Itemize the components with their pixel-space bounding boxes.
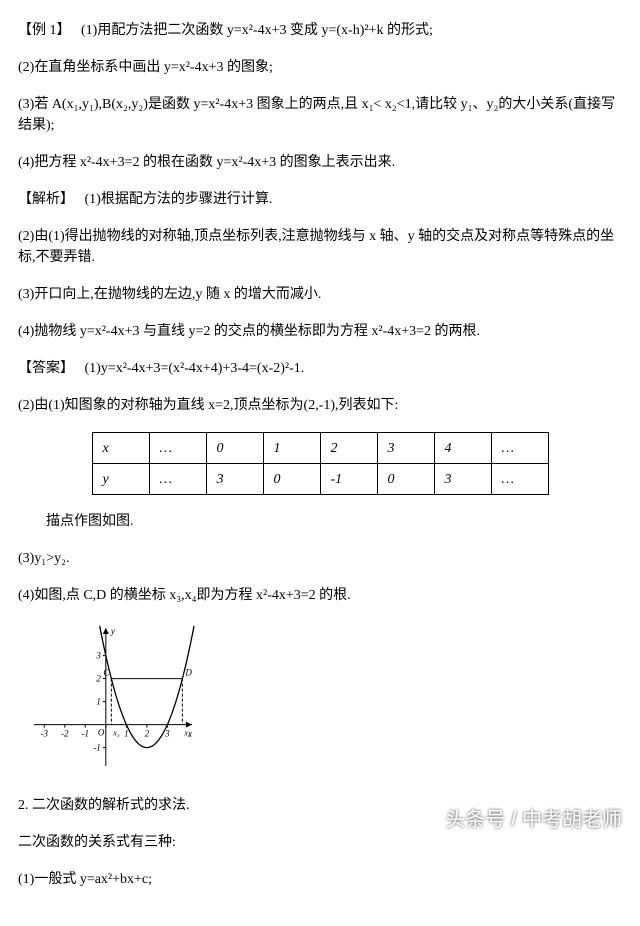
svg-text:y: y (110, 626, 115, 636)
analysis-2: (2)由(1)得出抛物线的对称轴,顶点坐标列表,注意抛物线与 x 轴、y 轴的交… (18, 226, 622, 268)
answer-label: 【答案】 (18, 361, 74, 376)
value-table: x … 0 1 2 3 4 … y … 3 0 -1 0 3 … (92, 432, 549, 495)
answer-2-intro: (2)由(1)知图象的对称轴为直线 x=2,顶点坐标为(2,-1),列表如下: (18, 395, 622, 416)
table-cell: -1 (320, 464, 377, 495)
svg-text:2: 2 (145, 729, 150, 739)
watermark-text: 头条号 / 中考胡老师 (445, 805, 622, 835)
svg-text:O: O (98, 728, 105, 738)
svg-text:D: D (184, 668, 192, 678)
table-cell: y (92, 464, 149, 495)
svg-text:1: 1 (96, 697, 101, 707)
svg-text:x₃: x₃ (112, 729, 120, 738)
svg-text:-1: -1 (93, 743, 101, 753)
section-2-line: 二次函数的关系式有三种: (18, 832, 622, 853)
table-caption: 描点作图如图. (18, 511, 622, 532)
question-4: (4)把方程 x²-4x+3=2 的根在函数 y=x²-4x+3 的图象上表示出… (18, 152, 622, 173)
answer-4: (4)如图,点 C,D 的横坐标 x₃,x₄即为方程 x²-4x+3=2 的根. (18, 585, 622, 606)
question-3: (3)若 A(x₁,y₁),B(x₂,y₂)是函数 y=x²-4x+3 图象上的… (18, 94, 622, 136)
example-label: 【例 1】 (18, 23, 71, 38)
answer-1: 【答案】 (1)y=x²-4x+3=(x²-4x+4)+3-4=(x-2)²-1… (18, 358, 622, 379)
svg-text:1: 1 (124, 729, 129, 739)
answer-3: (3)y₁>y₂. (18, 548, 622, 569)
q1-text: (1)用配方法把二次函数 y=x²-4x+3 变成 y=(x-h)²+k 的形式… (81, 23, 433, 38)
table-cell: … (149, 433, 206, 464)
table-cell: 0 (377, 464, 434, 495)
table-row: y … 3 0 -1 0 3 … (92, 464, 548, 495)
table-cell: … (491, 433, 548, 464)
table-cell: 3 (434, 464, 491, 495)
table-cell: 1 (263, 433, 320, 464)
analysis-3: (3)开口向上,在抛物线的左边,y 随 x 的增大而减小. (18, 284, 622, 305)
analysis-label: 【解析】 (18, 192, 74, 207)
table-cell: … (149, 464, 206, 495)
analysis-1: 【解析】 (1)根据配方法的步骤进行计算. (18, 189, 622, 210)
svg-text:2: 2 (96, 674, 101, 684)
table-cell: … (491, 464, 548, 495)
parabola-graph: -3-2-1123-1123OxyCDx₃x₄ (28, 622, 622, 779)
svg-text:-2: -2 (61, 729, 69, 739)
table-cell: 0 (263, 464, 320, 495)
parabola-svg: -3-2-1123-1123OxyCDx₃x₄ (28, 622, 198, 772)
table-cell: 0 (206, 433, 263, 464)
svg-text:-3: -3 (41, 729, 49, 739)
table-row: x … 0 1 2 3 4 … (92, 433, 548, 464)
section-2-item-1: (1)一般式 y=ax²+bx+c; (18, 869, 622, 890)
analysis-4: (4)抛物线 y=x²-4x+3 与直线 y=2 的交点的横坐标即为方程 x²-… (18, 321, 622, 342)
table-cell: 4 (434, 433, 491, 464)
svg-text:3: 3 (95, 651, 101, 661)
a1-text: (1)根据配方法的步骤进行计算. (85, 192, 273, 207)
ans1-text: (1)y=x²-4x+3=(x²-4x+4)+3-4=(x-2)²-1. (85, 361, 305, 376)
svg-text:C: C (103, 668, 110, 678)
table-cell: 3 (206, 464, 263, 495)
table-cell: x (92, 433, 149, 464)
svg-text:x₄: x₄ (183, 729, 191, 738)
question-1: 【例 1】 (1)用配方法把二次函数 y=x²-4x+3 变成 y=(x-h)²… (18, 20, 622, 41)
table-cell: 2 (320, 433, 377, 464)
table-cell: 3 (377, 433, 434, 464)
question-2: (2)在直角坐标系中画出 y=x²-4x+3 的图象; (18, 57, 622, 78)
svg-text:-1: -1 (82, 729, 90, 739)
